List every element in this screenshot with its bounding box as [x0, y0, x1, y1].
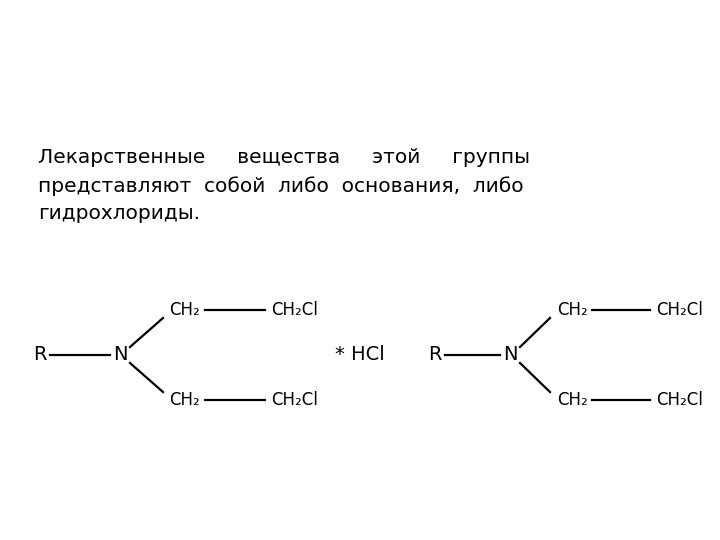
Text: CH₂Cl: CH₂Cl — [657, 301, 703, 319]
Text: R: R — [33, 346, 47, 365]
Text: CH₂: CH₂ — [557, 301, 588, 319]
Text: CH₂: CH₂ — [557, 391, 588, 409]
Text: N: N — [113, 346, 127, 365]
Text: R: R — [428, 346, 442, 365]
Text: * HCl: * HCl — [335, 346, 384, 365]
Text: CH₂Cl: CH₂Cl — [657, 391, 703, 409]
Text: Лекарственные     вещества     этой     группы: Лекарственные вещества этой группы — [38, 148, 530, 167]
Text: представляют  собой  либо  основания,  либо: представляют собой либо основания, либо — [38, 176, 523, 195]
Text: гидрохлориды.: гидрохлориды. — [38, 204, 200, 223]
Text: N: N — [503, 346, 517, 365]
Text: CH₂Cl: CH₂Cl — [271, 391, 318, 409]
Text: CH₂: CH₂ — [170, 391, 200, 409]
Text: CH₂: CH₂ — [170, 301, 200, 319]
Text: CH₂Cl: CH₂Cl — [271, 301, 318, 319]
